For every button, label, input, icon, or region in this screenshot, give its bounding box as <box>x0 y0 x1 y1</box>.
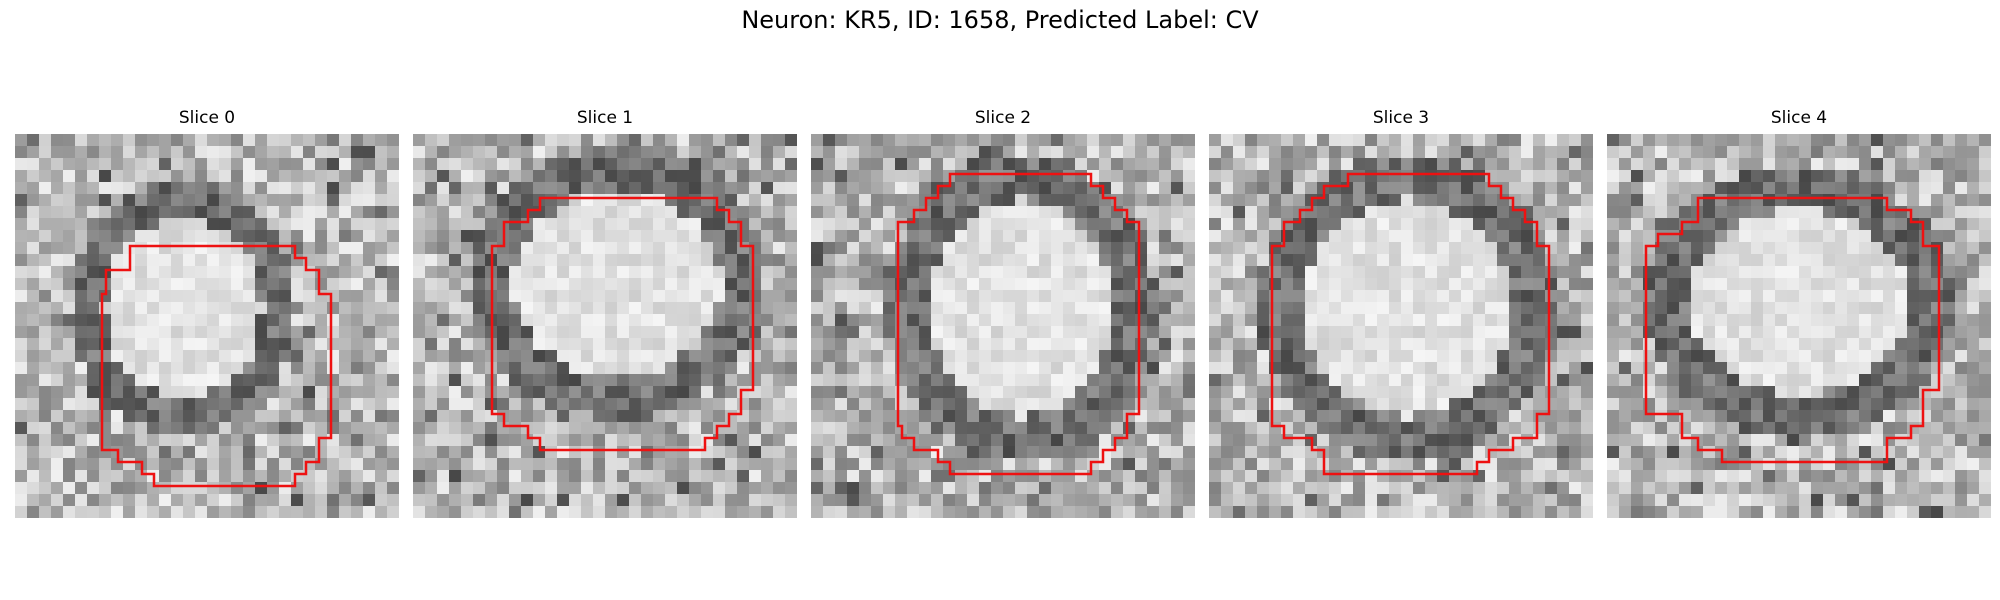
slice-title: Slice 1 <box>576 108 634 128</box>
slice-title: Slice 4 <box>1770 108 1828 128</box>
slice-image <box>413 134 797 518</box>
slice-image <box>811 134 1195 518</box>
segmentation-contour <box>100 244 333 488</box>
segmentation-contour <box>1270 172 1551 476</box>
figure-title: Neuron: KR5, ID: 1658, Predicted Label: … <box>741 6 1259 34</box>
segmentation-contour <box>896 172 1141 476</box>
slice-image <box>1607 134 1991 518</box>
grayscale-pixel-grid <box>413 134 797 518</box>
slice-title: Slice 3 <box>1372 108 1430 128</box>
segmentation-contour <box>490 196 755 452</box>
grayscale-pixel-grid <box>15 134 399 518</box>
grayscale-pixel-grid <box>1209 134 1593 518</box>
slice-image <box>1209 134 1593 518</box>
slice-image <box>15 134 399 518</box>
grayscale-pixel-grid <box>1607 134 1991 518</box>
grayscale-pixel-grid <box>811 134 1195 518</box>
slice-title: Slice 0 <box>178 108 236 128</box>
slice-title: Slice 2 <box>974 108 1032 128</box>
segmentation-contour <box>1644 196 1941 464</box>
